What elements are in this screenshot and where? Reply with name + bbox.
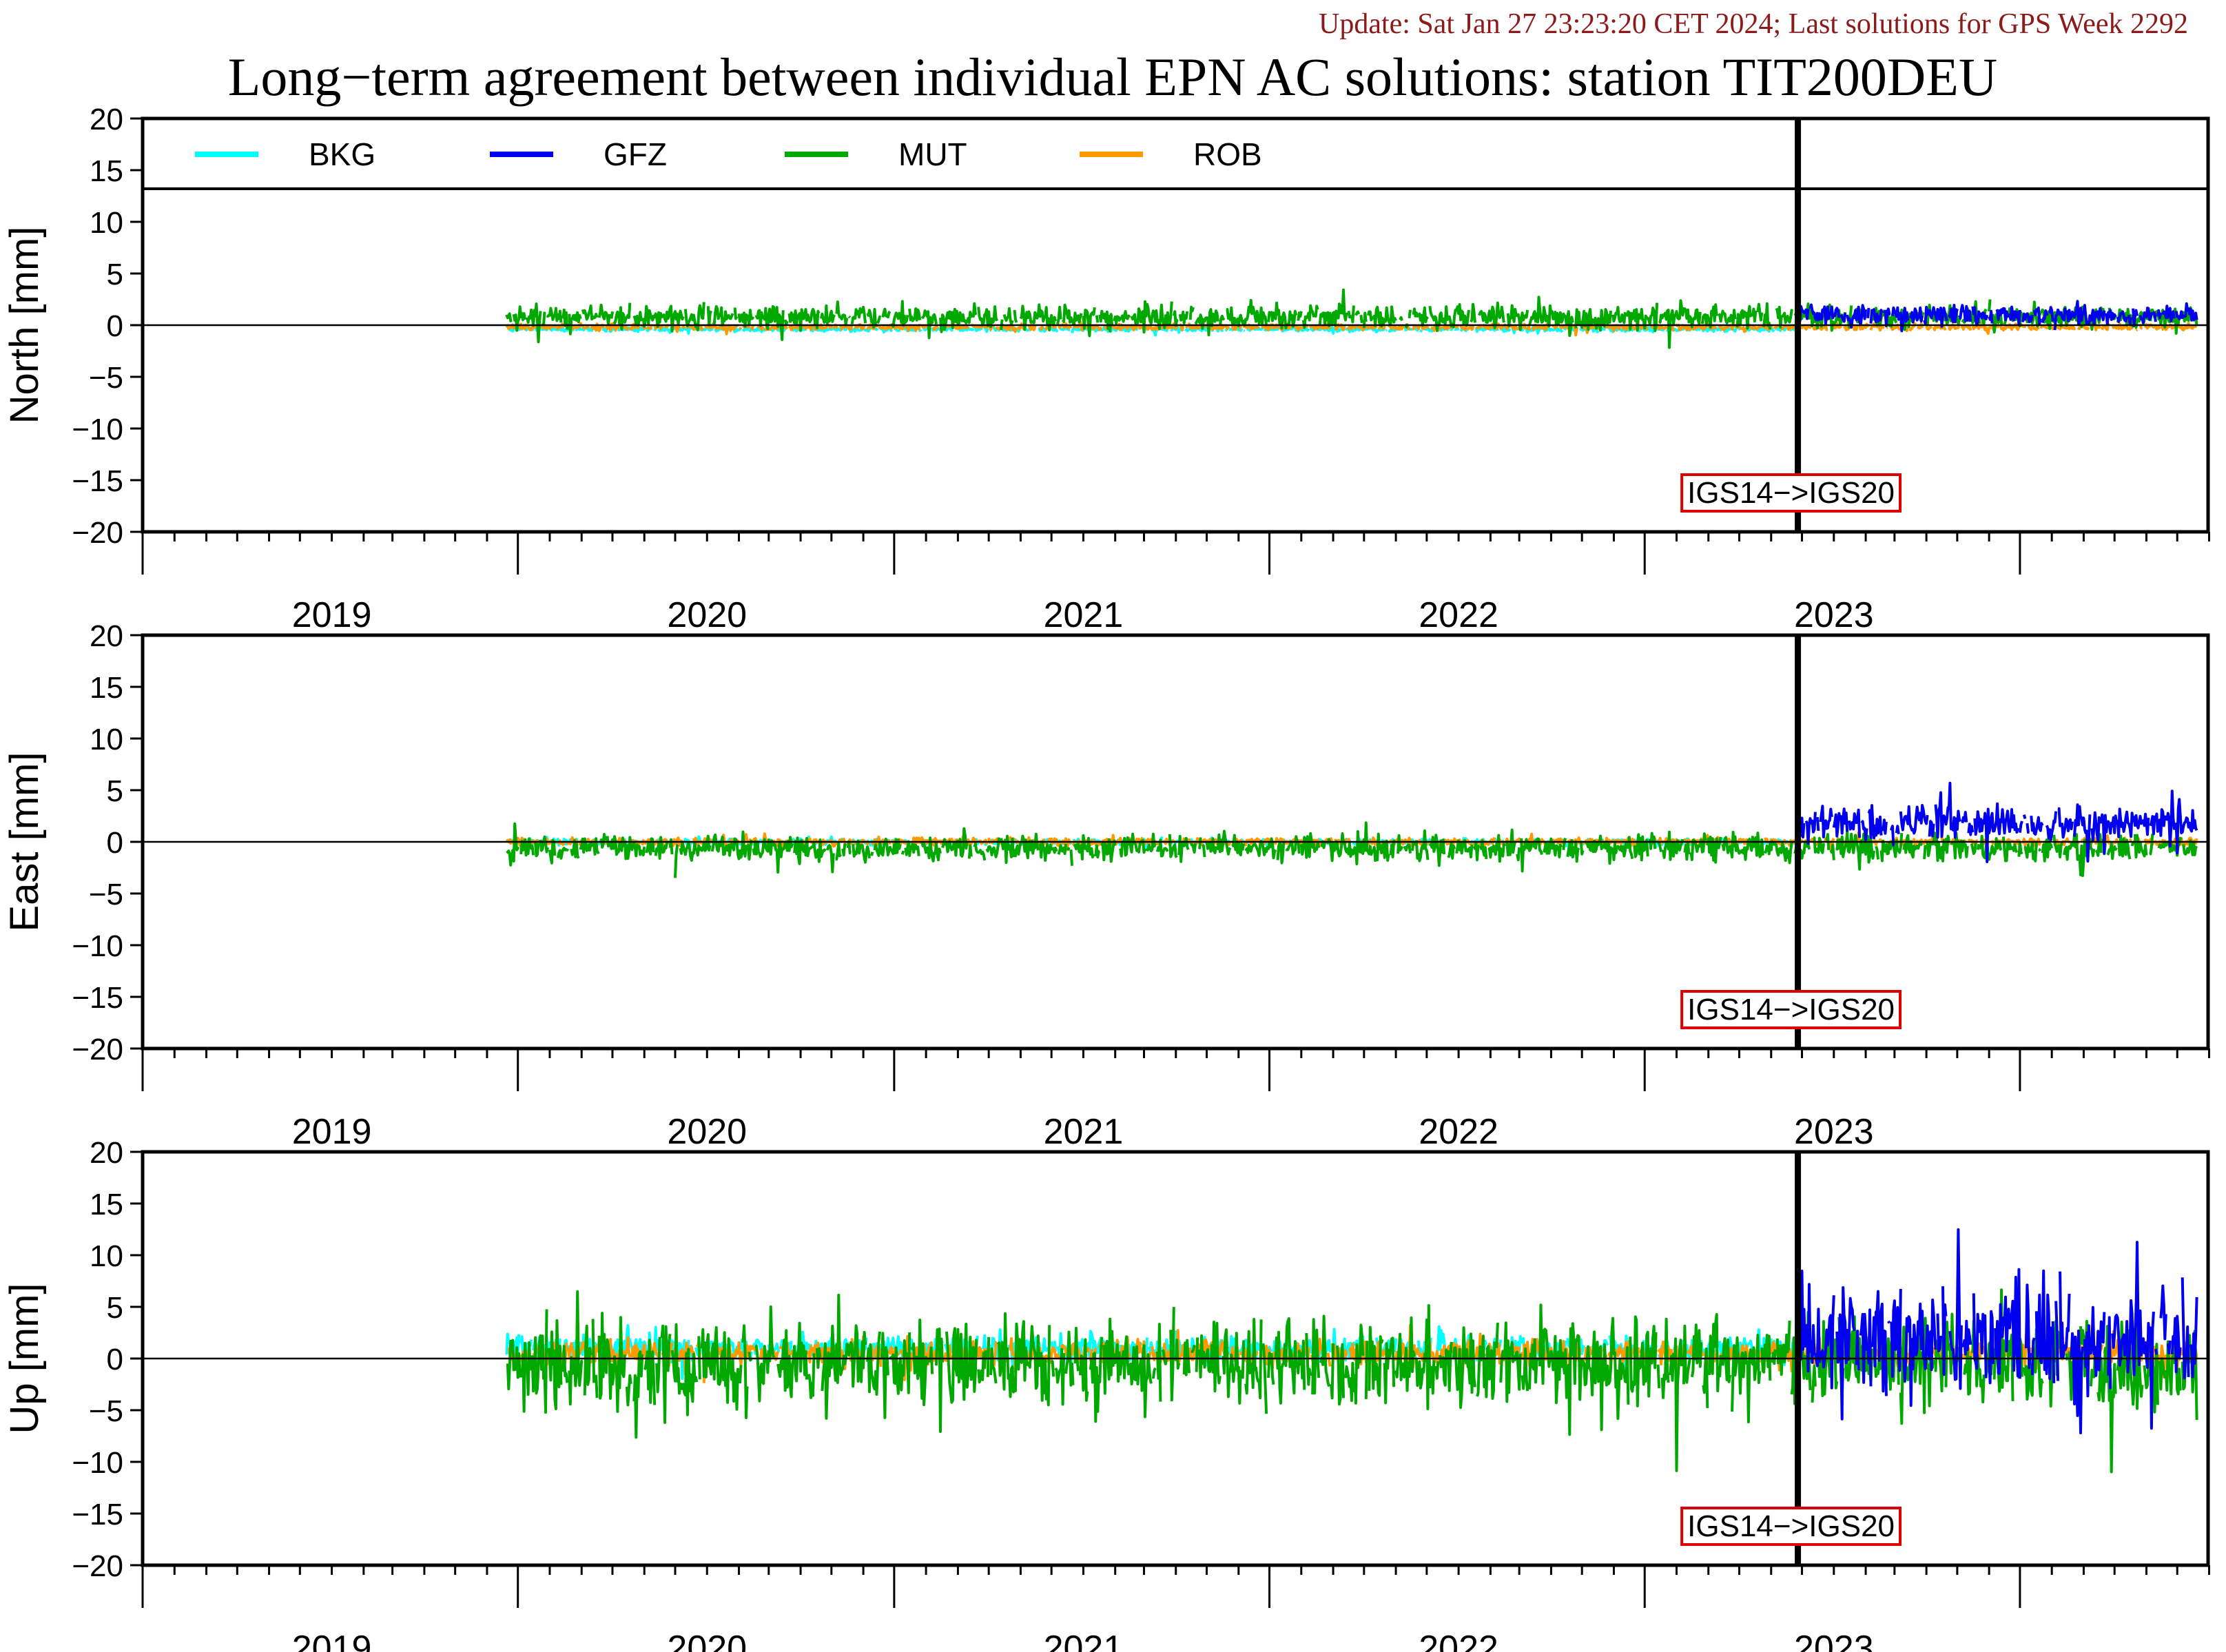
y-tick-label: 10 [90,206,123,240]
y-tick-label: −15 [72,464,123,498]
x-year-label: 2019 [292,1629,372,1652]
panel-north: 20 15 10 5 0 −5 −10 −15 −20 North [mm] IGS14−>IGS2… [2,103,2210,635]
x-year-label: 2022 [1419,1629,1498,1652]
y-axis-label: Up [mm] [2,1283,47,1434]
series-group [506,1228,2198,1474]
y-tick-label: 5 [107,1291,123,1325]
y-tick-label: 15 [90,154,123,188]
x-year-label: 2023 [1794,1629,1874,1652]
y-tick-label: −5 [89,1394,123,1428]
frame-change-box [1680,990,1902,1029]
x-year-label: 2022 [1419,1112,1498,1152]
legend-label-gfz: GFZ [604,136,667,172]
y-tick-label: −10 [72,929,123,963]
series-mut-line [506,821,2198,878]
y-tick-label: 0 [107,309,123,343]
x-year-label: 2019 [292,595,372,635]
y-tick-label: −10 [72,1446,123,1480]
x-year-label: 2020 [667,1112,747,1152]
legend-label-mut: MUT [898,136,967,172]
series-gfz-line [1796,300,2198,333]
x-year-label: 2021 [1044,1112,1124,1152]
x-year-label: 2021 [1044,1629,1124,1652]
legend-label-rob: ROB [1193,136,1262,172]
y-tick-label: −5 [89,361,123,395]
y-tick-label: 20 [90,1136,123,1170]
x-year-label: 2022 [1419,595,1498,635]
y-tick-label: 15 [90,1188,123,1221]
frame-change-box [1680,1507,1902,1546]
x-year-label: 2020 [667,595,747,635]
y-tick-label: 0 [107,1343,123,1376]
y-axis-label: North [mm] [2,227,47,424]
y-tick-label: 15 [90,671,123,705]
y-tick-label: 0 [107,826,123,860]
frame-change-box [1680,473,1902,513]
x-year-label: 2020 [667,1629,747,1652]
y-tick-label: −15 [72,1498,123,1531]
x-year-label: 2019 [292,1112,372,1152]
y-tick-label: −15 [72,981,123,1015]
y-tick-label: 20 [90,619,123,653]
y-tick-label: −20 [72,1033,123,1066]
x-year-label: 2023 [1794,595,1874,635]
series-gfz-line [1796,781,2198,863]
x-year-label: 2021 [1044,595,1124,635]
y-tick-label: 5 [107,774,123,808]
y-tick-label: −10 [72,413,123,446]
y-tick-label: −20 [72,1549,123,1583]
y-tick-label: 5 [107,258,123,291]
series-group [505,288,2198,349]
y-tick-label: 10 [90,1239,123,1273]
update-line: Update: Sat Jan 27 23:23:20 CET 2024; La… [1319,8,2188,40]
figure-title: Long−term agreement between individual E… [228,47,1997,107]
panel-up: 20 15 10 5 0 −5 −10 −15 −20 Up [mm] IGS14−>IGS20 20… [2,1136,2210,1652]
y-axis-label: East [mm] [2,752,47,931]
frame-change-label: IGS14−>IGS20 [1687,476,1895,510]
x-year-label: 2023 [1794,1112,1874,1152]
series-group [505,781,2198,878]
chart-panels: 20 15 10 5 0 −5 −10 −15 −20 North [mm] IGS14−>IGS2… [2,103,2210,1652]
frame-change-label: IGS14−>IGS20 [1687,1509,1895,1543]
frame-change-label: IGS14−>IGS20 [1687,993,1895,1026]
series-gfz-line [1796,1228,2198,1434]
y-tick-label: 20 [90,103,123,136]
y-tick-label: −20 [72,516,123,550]
y-tick-label: 10 [90,723,123,756]
y-tick-label: −5 [89,878,123,911]
panel-east: 20 15 10 5 0 −5 −10 −15 −20 East [mm] IGS14−>IGS20… [2,619,2210,1152]
legend-label-bkg: BKG [309,136,375,172]
